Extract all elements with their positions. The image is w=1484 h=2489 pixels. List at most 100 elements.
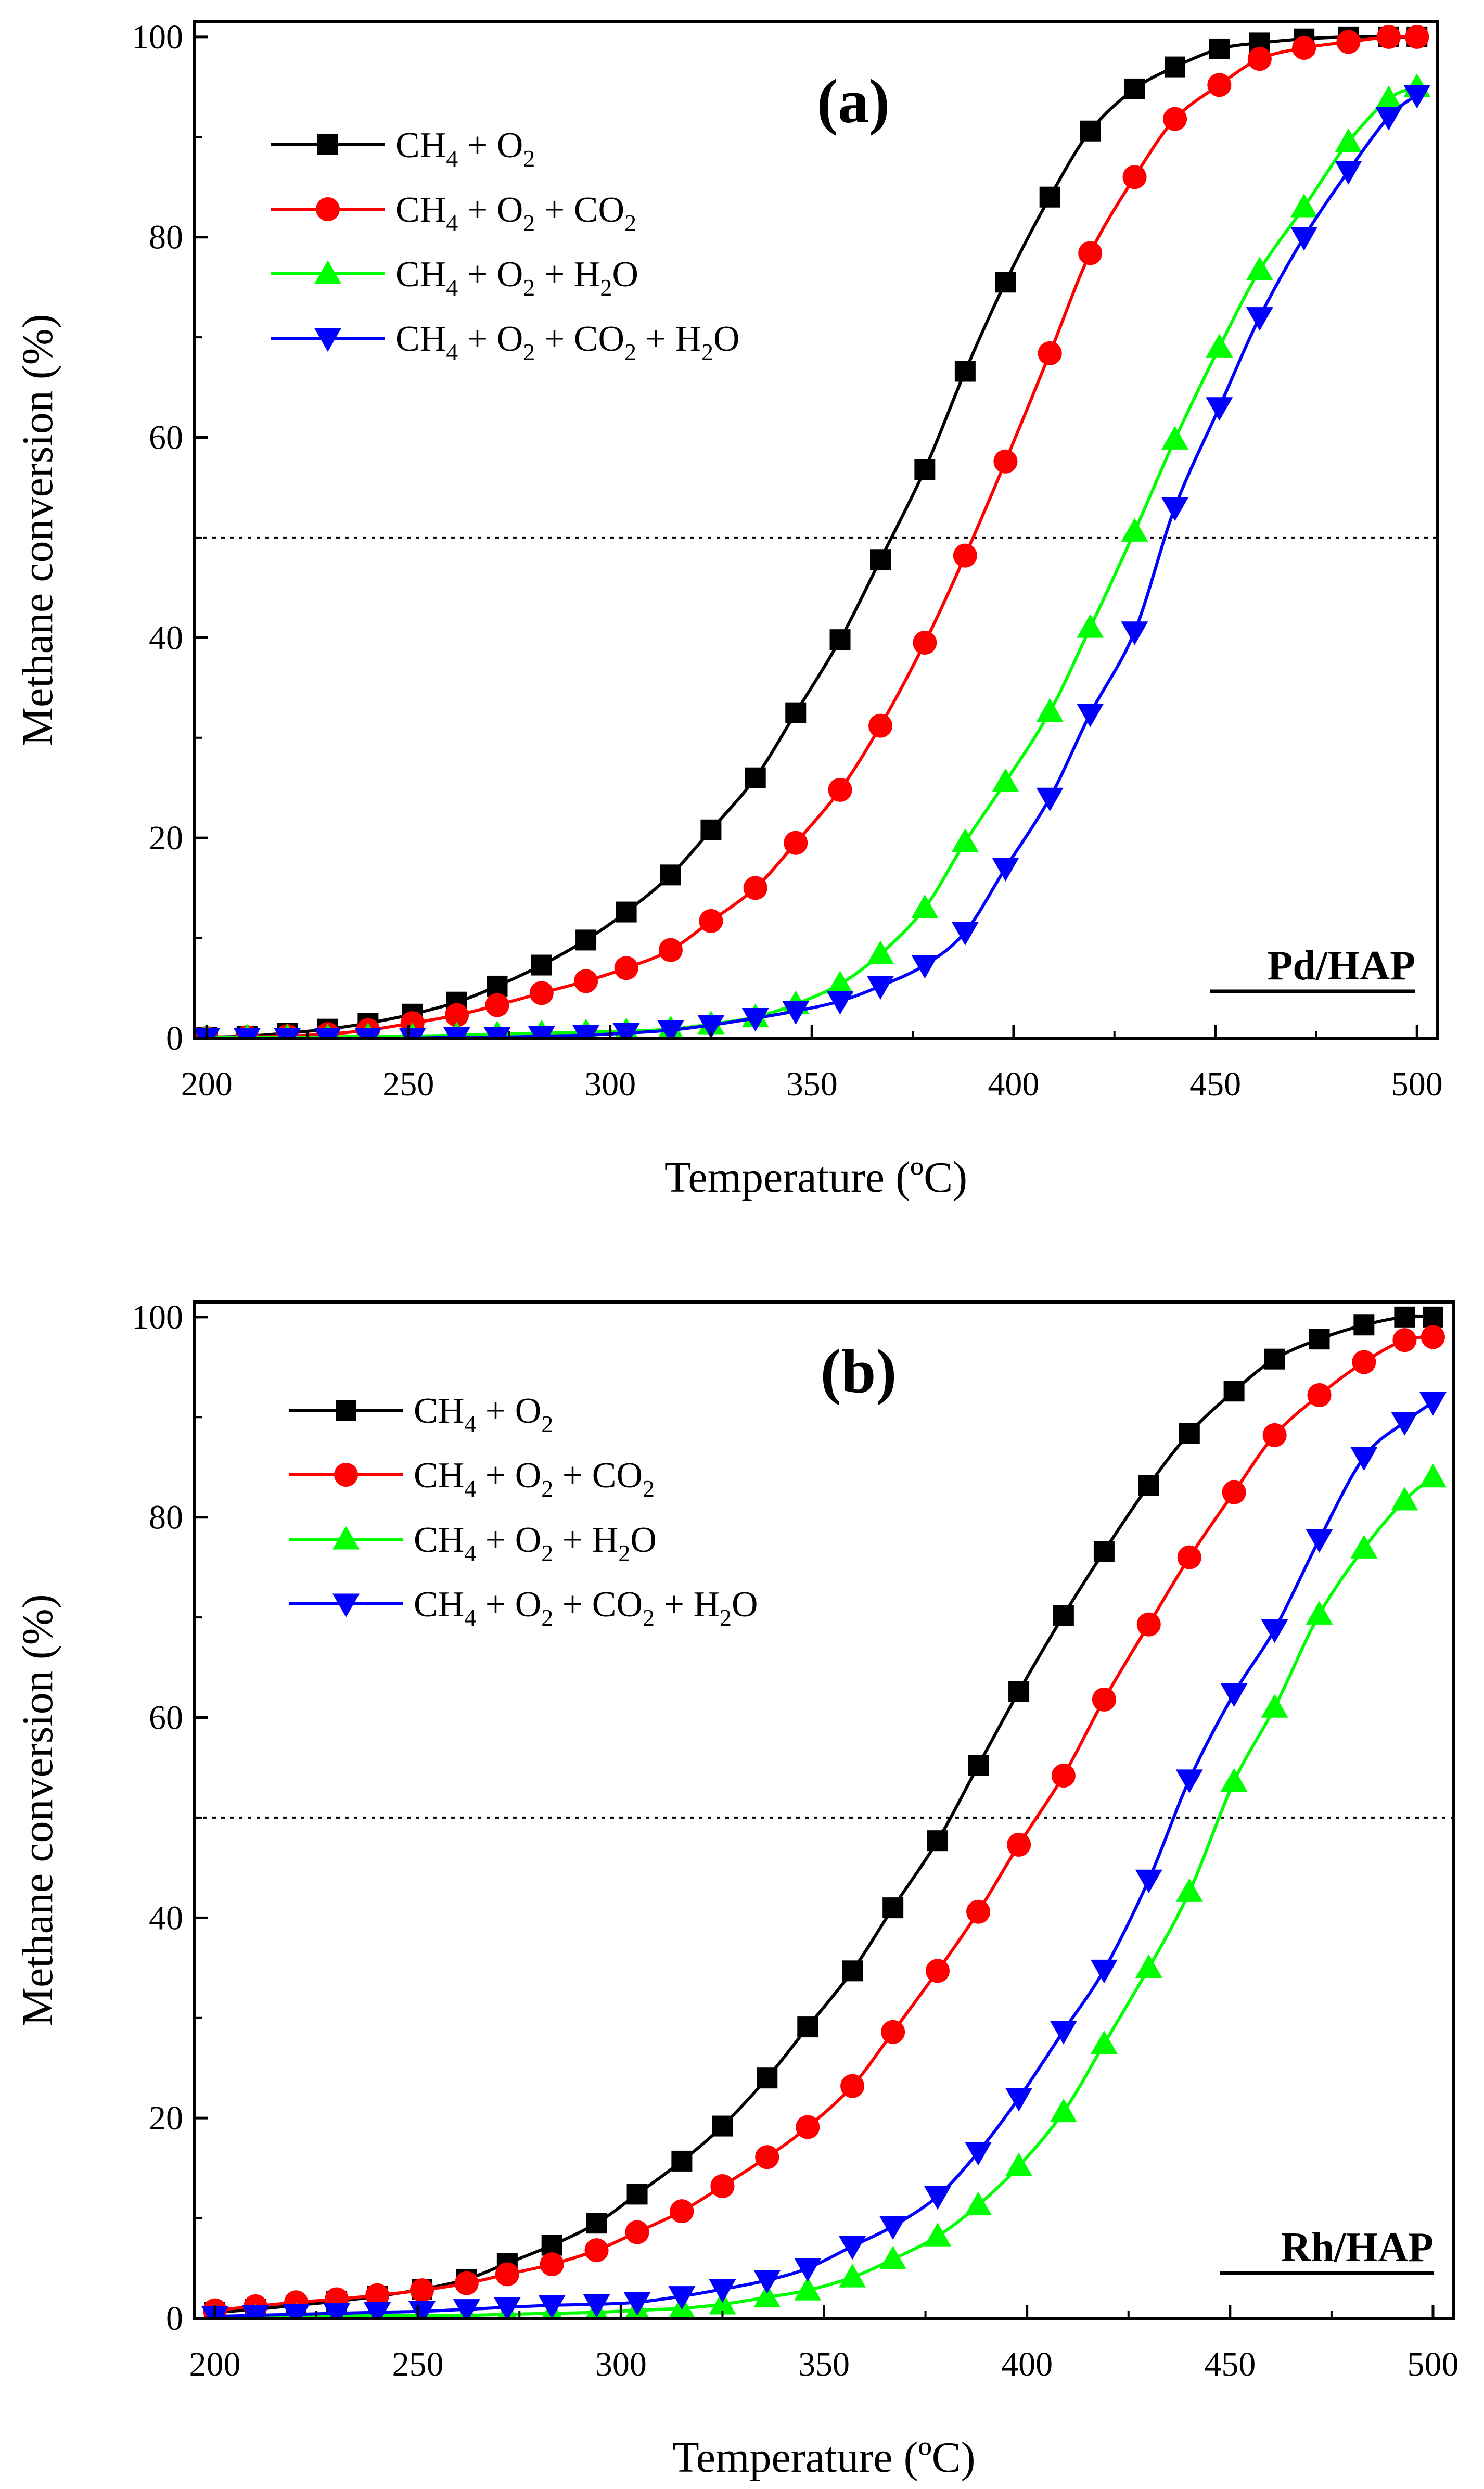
legend-text-part: + CO <box>553 1456 643 1496</box>
y-tick-label: 80 <box>149 219 183 257</box>
data-point <box>1136 1612 1161 1637</box>
data-point <box>697 1015 725 1038</box>
plot-frame <box>193 1300 1455 2320</box>
data-point <box>623 2292 651 2316</box>
data-point <box>1391 1412 1418 1436</box>
data-point <box>743 876 767 900</box>
data-point <box>1121 518 1148 542</box>
data-point <box>274 1028 301 1038</box>
data-point <box>1352 1350 1376 1374</box>
data-point <box>954 361 976 382</box>
data-point <box>911 955 939 979</box>
legend-entry: CH4 + O2 + CO2 <box>271 190 636 236</box>
data-point <box>495 2262 519 2287</box>
data-point <box>741 1008 769 1032</box>
data-point <box>1077 614 1104 638</box>
y-tick-label: 60 <box>149 419 183 457</box>
legend-text-part: CH <box>414 1456 464 1496</box>
data-point <box>444 1003 469 1027</box>
legend-subscript: 4 <box>464 1475 476 1502</box>
legend-label: CH4 + O2 + H2O <box>414 1520 657 1566</box>
panel-label: (a) <box>817 67 890 136</box>
legend-subscript: 4 <box>446 210 458 236</box>
data-point <box>668 2286 696 2310</box>
data-point <box>1290 227 1318 251</box>
data-point <box>709 2279 736 2303</box>
data-point <box>951 828 979 852</box>
data-point <box>1335 128 1362 152</box>
legend-subscript: 2 <box>701 339 713 365</box>
legend-marker <box>314 260 341 284</box>
data-point <box>829 629 851 650</box>
legend-text-part: + H <box>655 1585 720 1625</box>
y-tick-label: 20 <box>149 819 183 857</box>
data-point <box>1264 1348 1285 1370</box>
legend-label: CH4 + O2 + H2O <box>395 254 638 301</box>
y-tick-label: 100 <box>132 1298 183 1336</box>
legend-entry: CH4 + O2 + CO2 <box>289 1456 655 1502</box>
data-point <box>1376 24 1401 49</box>
legend-subscript: 2 <box>523 339 535 365</box>
data-point <box>1336 30 1361 54</box>
data-point <box>671 2150 693 2172</box>
data-point <box>1090 1959 1118 1984</box>
legend-entry: CH4 + O2 <box>271 125 535 172</box>
data-point <box>1163 107 1187 131</box>
y-tick-label: 20 <box>149 2099 183 2137</box>
legend-subscript: 2 <box>523 145 535 172</box>
data-point <box>354 1028 382 1038</box>
data-point <box>879 2216 907 2240</box>
data-point <box>626 2184 648 2205</box>
series-line <box>214 1335 1434 2312</box>
data-point <box>794 2277 822 2301</box>
data-point <box>483 1027 511 1038</box>
data-point <box>1246 307 1273 331</box>
data-point <box>1421 1325 1445 1349</box>
data-point <box>867 976 894 1000</box>
data-point <box>1222 1480 1246 1504</box>
data-point <box>782 1001 810 1025</box>
data-point <box>757 2067 778 2089</box>
legend-text-part: O <box>630 1520 657 1560</box>
data-point <box>1124 78 1145 99</box>
y-axis-title: Methane conversion (%) <box>14 1594 62 2026</box>
legend-label: CH4 + O2 + CO2 + H2O <box>395 319 740 365</box>
x-axis-title: Temperature (ºC) <box>672 2433 975 2482</box>
data-point <box>1350 1447 1378 1471</box>
data-point <box>745 767 766 788</box>
data-point <box>1403 84 1431 109</box>
data-point <box>1008 1681 1030 1702</box>
data-point <box>1090 2030 1118 2054</box>
data-point <box>1177 1545 1201 1569</box>
legend-entry: CH4 + O2 + CO2 + H2O <box>289 1585 758 1631</box>
data-point <box>529 981 554 1005</box>
series-line <box>207 85 1418 1038</box>
legend-subscript: 2 <box>541 1411 553 1437</box>
y-axis-title: Methane conversion (%) <box>14 314 62 746</box>
series-line <box>207 35 1417 1038</box>
data-point <box>1306 1529 1333 1553</box>
x-tick-label: 300 <box>584 1065 636 1103</box>
legend-entry: CH4 + O2 + H2O <box>271 254 638 301</box>
data-point <box>453 2299 480 2318</box>
data-point <box>531 954 552 976</box>
data-point <box>574 969 598 993</box>
legend-subscript: 2 <box>541 1540 553 1566</box>
legend-label: CH4 + O2 + CO2 + H2O <box>414 1585 758 1631</box>
data-point <box>1038 341 1062 365</box>
data-point <box>1292 36 1316 60</box>
series-line <box>207 35 1417 1038</box>
plot-frame <box>193 20 1439 1040</box>
x-tick-label: 350 <box>786 1065 838 1103</box>
x-tick-label: 450 <box>1189 1065 1241 1103</box>
data-point <box>796 2115 820 2139</box>
data-point <box>840 2074 865 2098</box>
data-point <box>1005 2088 1033 2112</box>
data-point <box>1375 107 1402 131</box>
series-line <box>207 94 1418 1038</box>
data-point <box>882 1897 904 1919</box>
series-group <box>207 1463 1447 2318</box>
data-point <box>753 2270 781 2294</box>
data-point <box>1053 1605 1074 1626</box>
data-point <box>1375 85 1402 109</box>
